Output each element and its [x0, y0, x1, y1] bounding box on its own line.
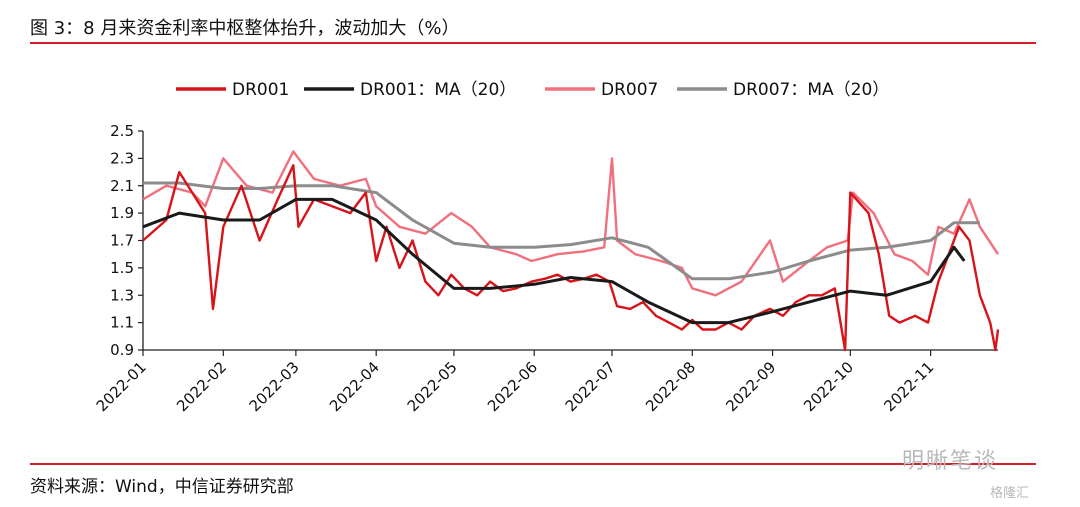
watermark-small: 格隆汇 [990, 486, 1030, 501]
x-tick-label: 2022-01 [93, 358, 150, 415]
series-line-2 [142, 150, 1000, 297]
chart-legend: DR001 DR001：MA（20） DR007 DR007：MA（20） [176, 80, 889, 100]
x-tick-label: 2022-03 [246, 358, 303, 415]
x-tick-label: 2022-10 [800, 358, 857, 415]
y-tick-label: 1.5 [110, 259, 134, 277]
x-tick-label: 2022-08 [642, 358, 699, 415]
watermark: 明晰笔谈 [902, 449, 999, 474]
y-tick-label: 1.1 [110, 314, 134, 332]
y-tick-label: 2.5 [110, 122, 134, 140]
y-tick-label: 1.7 [110, 232, 134, 250]
x-tick-label: 2022-11 [880, 358, 937, 415]
figure-title: 图 3：8 月来资金利率中枢整体抬升，波动加大（%） [30, 18, 460, 39]
x-tick-label: 2022-02 [173, 358, 230, 415]
legend-label-3: DR007：MA（20） [733, 80, 889, 100]
y-tick-label: 0.9 [110, 341, 134, 359]
legend-label-0: DR001 [232, 80, 289, 100]
x-tick-label: 2022-07 [562, 358, 619, 415]
series-line-1 [142, 197, 966, 325]
source-note: 资料来源：Wind，中信证券研究部 [30, 477, 294, 497]
source-rule [30, 463, 1036, 465]
x-tick-label: 2022-04 [326, 358, 383, 415]
x-tick-label: 2022-06 [484, 358, 541, 415]
x-tick-label: 2022-05 [404, 358, 461, 415]
y-tick-label: 1.9 [110, 204, 134, 222]
legend-label-2: DR007 [601, 80, 658, 100]
series-layer [142, 150, 1000, 352]
y-tick-label: 1.3 [110, 286, 134, 304]
y-tick-label: 2.1 [110, 177, 134, 195]
legend-label-1: DR001：MA（20） [360, 80, 516, 100]
x-tick-label: 2022-09 [722, 358, 779, 415]
title-rule [30, 42, 1036, 44]
y-tick-label: 2.3 [110, 149, 134, 167]
